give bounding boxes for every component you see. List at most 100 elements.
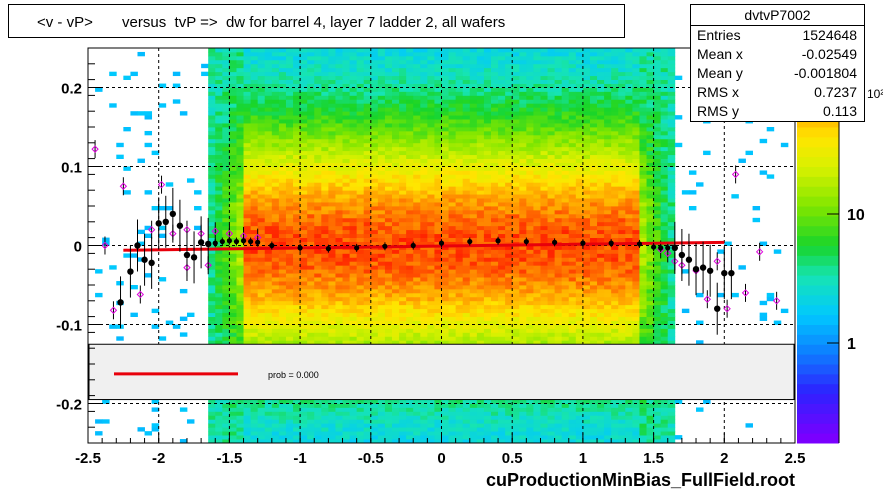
heatmap-cell bbox=[165, 320, 174, 325]
heatmap-cell bbox=[505, 245, 513, 250]
heatmap-cell bbox=[547, 340, 556, 345]
heatmap-cell bbox=[179, 316, 188, 321]
heatmap-cell bbox=[250, 411, 259, 416]
heatmap-cell bbox=[236, 83, 244, 88]
heatmap-cell bbox=[328, 273, 336, 278]
heatmap-cell bbox=[370, 95, 379, 100]
heatmap-cell bbox=[293, 439, 301, 443]
heatmap-cell bbox=[434, 269, 442, 274]
heatmap-cell bbox=[448, 324, 457, 329]
heatmap-cell bbox=[158, 225, 167, 231]
heatmap-cell bbox=[158, 206, 167, 211]
heatmap-cell bbox=[363, 332, 372, 337]
heatmap-cell bbox=[328, 166, 336, 171]
heatmap-cell bbox=[307, 91, 315, 96]
heatmap-cell bbox=[363, 198, 372, 203]
heatmap-cell bbox=[300, 261, 308, 266]
heatmap-cell bbox=[448, 71, 457, 77]
heatmap-cell bbox=[526, 304, 534, 310]
heatmap-cell bbox=[540, 399, 548, 404]
heatmap-cell bbox=[370, 83, 379, 88]
heatmap-cell bbox=[307, 166, 315, 171]
heatmap-cell bbox=[300, 403, 308, 408]
heatmap-cell bbox=[512, 91, 520, 96]
heatmap-cell bbox=[328, 87, 336, 92]
heatmap-cell bbox=[377, 241, 386, 246]
heatmap-cell bbox=[278, 198, 287, 203]
heatmap-cell bbox=[434, 296, 442, 302]
heatmap-cell bbox=[293, 174, 301, 179]
heatmap-cell bbox=[257, 158, 266, 163]
heatmap-cell bbox=[264, 320, 273, 325]
heatmap-cell bbox=[229, 221, 237, 227]
heatmap-cell bbox=[512, 229, 520, 235]
heatmap-cell bbox=[476, 127, 485, 132]
heatmap-cell bbox=[314, 83, 322, 88]
heatmap-cell bbox=[250, 308, 259, 314]
heatmap-cell bbox=[307, 107, 315, 112]
heatmap-cell bbox=[363, 154, 372, 159]
heatmap-cell bbox=[229, 67, 237, 73]
heatmap-cell bbox=[370, 174, 379, 179]
heatmap-cell bbox=[236, 209, 244, 215]
heatmap-cell bbox=[285, 415, 294, 420]
heatmap-cell bbox=[229, 115, 237, 120]
heatmap-cell bbox=[547, 182, 556, 187]
heatmap-cell bbox=[363, 202, 372, 207]
heatmap-cell bbox=[420, 59, 428, 65]
heatmap-cell bbox=[526, 320, 534, 325]
heatmap-cell bbox=[427, 427, 435, 432]
heatmap-cell bbox=[533, 225, 541, 231]
heatmap-cell bbox=[314, 103, 322, 108]
heatmap-cell bbox=[328, 415, 336, 420]
heatmap-cell bbox=[483, 288, 492, 294]
heatmap-cell bbox=[441, 75, 449, 80]
heatmap-cell bbox=[540, 48, 548, 53]
heatmap-cell bbox=[462, 87, 471, 92]
heatmap-cell bbox=[271, 217, 280, 223]
heatmap-cell bbox=[533, 111, 541, 116]
heatmap-cell bbox=[483, 158, 492, 163]
heatmap-cell bbox=[349, 75, 358, 80]
heatmap-cell bbox=[236, 423, 244, 428]
heatmap-cell bbox=[441, 154, 449, 159]
heatmap-cell bbox=[250, 277, 259, 282]
heatmap-cell bbox=[455, 427, 464, 432]
heatmap-cell bbox=[222, 75, 230, 80]
heatmap-cell bbox=[512, 55, 520, 61]
heatmap-cell bbox=[469, 178, 478, 183]
heatmap-cell bbox=[243, 300, 252, 306]
heatmap-cell bbox=[229, 55, 237, 61]
heatmap-cell bbox=[384, 59, 393, 65]
heatmap-cell bbox=[512, 415, 520, 420]
heatmap-cell bbox=[427, 154, 435, 159]
heatmap-cell bbox=[462, 95, 471, 100]
heatmap-cell bbox=[462, 170, 471, 175]
heatmap-cell bbox=[476, 150, 485, 156]
heatmap-cell bbox=[547, 190, 556, 195]
heatmap-cell bbox=[349, 261, 358, 266]
heatmap-cell bbox=[533, 217, 541, 223]
heatmap-cell bbox=[406, 75, 414, 80]
heatmap-cell bbox=[377, 340, 386, 345]
heatmap-cell bbox=[208, 194, 216, 199]
heatmap-cell bbox=[512, 269, 520, 274]
heatmap-cell bbox=[215, 170, 223, 175]
heatmap-cell bbox=[533, 198, 541, 203]
heatmap-cell bbox=[264, 419, 273, 424]
heatmap-cell bbox=[222, 411, 230, 416]
heatmap-cell bbox=[498, 119, 506, 124]
heatmap-cell bbox=[321, 399, 329, 404]
heatmap-cell bbox=[483, 249, 492, 254]
heatmap-cell bbox=[349, 225, 358, 231]
heatmap-cell bbox=[392, 225, 400, 231]
heatmap-cell bbox=[441, 253, 449, 258]
heatmap-cell bbox=[377, 285, 386, 290]
heatmap-cell bbox=[229, 431, 237, 436]
heatmap-cell bbox=[462, 221, 471, 227]
heatmap-cell bbox=[420, 419, 428, 424]
heatmap-cell bbox=[335, 123, 343, 128]
heatmap-cell bbox=[321, 292, 329, 298]
heatmap-cell bbox=[427, 150, 435, 156]
heatmap-cell bbox=[505, 328, 513, 333]
